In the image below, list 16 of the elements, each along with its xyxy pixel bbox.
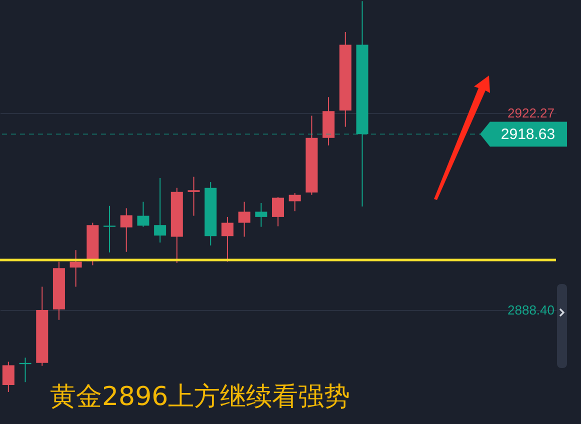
candlestick [2,361,14,393]
candlestick [221,216,234,262]
candlestick [288,192,301,212]
candlestick [154,177,166,244]
candlestick [137,201,150,228]
candlestick [188,176,200,216]
candlestick [70,250,82,288]
candlestick [120,208,132,252]
y-tick-label: 2922.27 [508,106,554,121]
candlestick [255,202,268,228]
candlestick [272,196,284,227]
candlestick [238,201,250,238]
text: 黄金2896上方继续看强势 [50,382,350,412]
y-tick-label: 2888.40 [508,302,554,318]
ref-line-label: 2918.63 [500,126,556,144]
candlestick [104,205,116,253]
